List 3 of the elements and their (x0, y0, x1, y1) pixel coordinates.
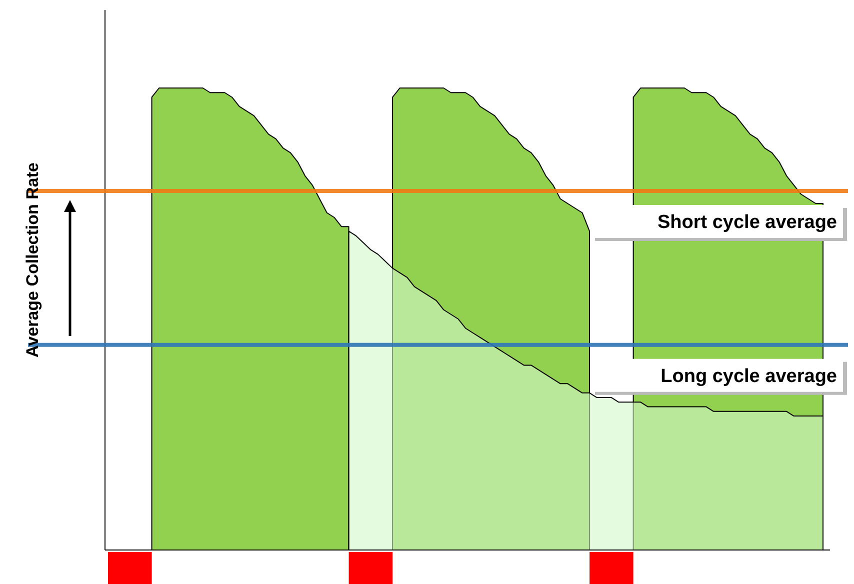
y-axis-title: Average Collection Rate (23, 162, 42, 358)
ref-line-label: Short cycle average (657, 212, 837, 234)
ref-line-label: Long cycle average (660, 366, 837, 387)
